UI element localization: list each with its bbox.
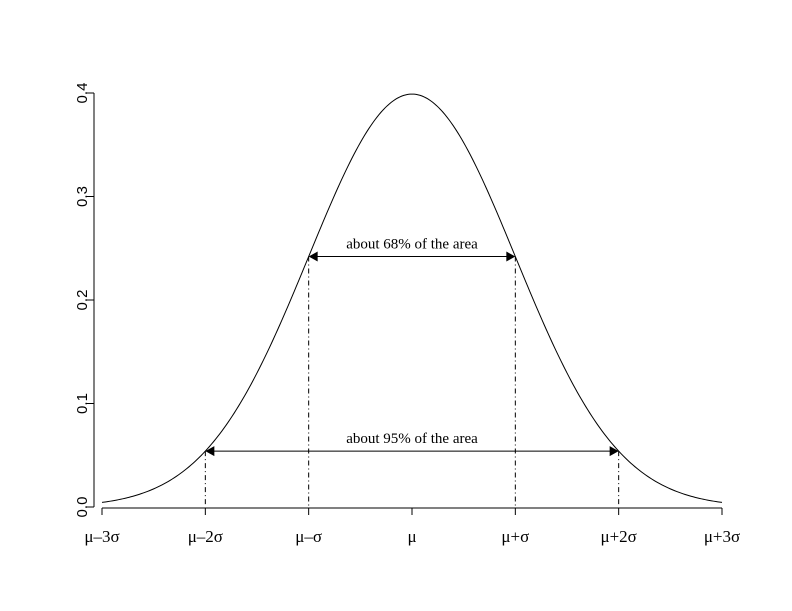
y-tick-label: 0.0 <box>74 497 91 518</box>
annotation-label: about 68% of the area <box>346 237 478 253</box>
density-curve <box>101 93 723 503</box>
x-tick-label: μ–σ <box>295 527 322 546</box>
arrow-head-right <box>506 251 516 262</box>
y-tick-label: 0.2 <box>74 290 91 311</box>
y-tick-label: 0.4 <box>74 83 91 104</box>
x-tick-label: μ+2σ <box>600 527 636 546</box>
annotation-label: about 95% of the area <box>346 431 478 447</box>
x-tick-label: μ <box>407 527 416 546</box>
x-tick-label: μ–3σ <box>84 527 119 546</box>
arrow-head-right <box>609 446 619 457</box>
x-tick-label: μ–2σ <box>188 527 223 546</box>
sigma-guides <box>204 256 620 507</box>
arrow-head-left <box>205 446 215 457</box>
arrow-head-left <box>308 251 318 262</box>
axes: μ–3σ μ–2σ μ–σ μ μ+σ μ+2σ μ+3σ 0.0 0.1 0.2 0.3 0.4 <box>74 83 740 546</box>
annotations: about 68% of the area about 95% of the ar… <box>205 237 619 457</box>
y-tick-label: 0.3 <box>74 186 91 207</box>
y-tick-label: 0.1 <box>74 393 91 414</box>
x-tick-label: μ+3σ <box>704 527 740 546</box>
x-tick-label: μ+σ <box>501 527 529 546</box>
